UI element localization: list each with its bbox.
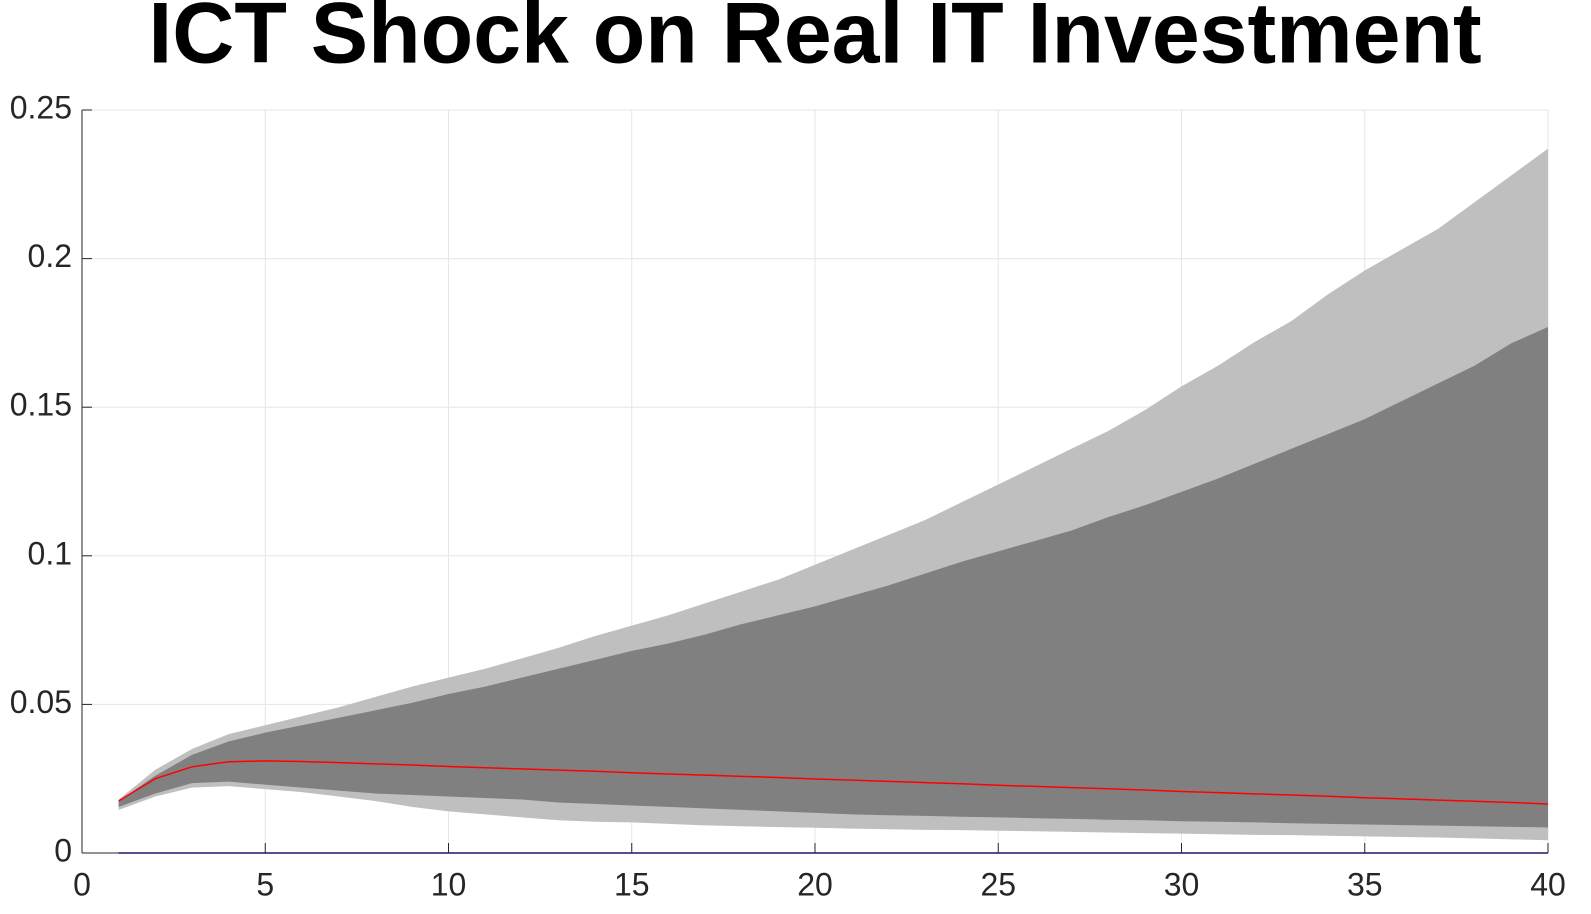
y-tick-label: 0.25 [10, 89, 72, 125]
y-tick-label: 0 [54, 832, 72, 868]
x-tick-label: 35 [1347, 866, 1383, 902]
x-tick-label: 10 [431, 866, 467, 902]
x-tick-label: 5 [256, 866, 274, 902]
y-tick-label: 0.2 [28, 238, 72, 274]
y-tick-label: 0.1 [28, 535, 72, 571]
x-tick-label: 25 [980, 866, 1016, 902]
x-tick-label: 30 [1164, 866, 1200, 902]
y-tick-label: 0.05 [10, 684, 72, 720]
x-tick-label: 15 [614, 866, 650, 902]
x-tick-label: 40 [1530, 866, 1566, 902]
confidence-band [118, 326, 1548, 828]
chart-title: ICT Shock on Real IT Investment [148, 0, 1481, 82]
x-tick-label: 20 [797, 866, 833, 902]
x-tick-label: 0 [73, 866, 91, 902]
y-tick-label: 0.15 [10, 387, 72, 423]
line [118, 760, 1549, 805]
